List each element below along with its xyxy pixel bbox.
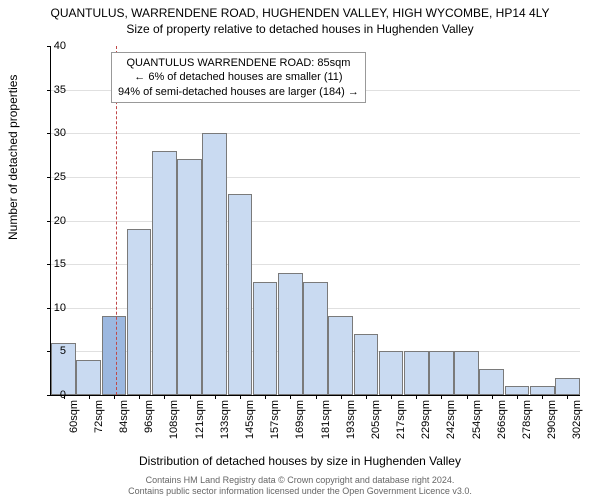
y-tick-label: 35 xyxy=(54,84,66,96)
x-tick-mark xyxy=(114,395,115,399)
y-tick-label: 0 xyxy=(60,389,66,401)
y-axis-label: Number of detached properties xyxy=(6,75,20,240)
y-tick-mark xyxy=(47,133,51,134)
y-tick-label: 30 xyxy=(54,127,66,139)
y-tick-label: 5 xyxy=(60,345,66,357)
x-tick-mark xyxy=(290,395,291,399)
annotation-line-2: ← 6% of detached houses are smaller (11) xyxy=(118,70,359,84)
annotation-line-1: QUANTULUS WARRENDENE ROAD: 85sqm xyxy=(118,56,359,70)
copyright-line-2: Contains public sector information licen… xyxy=(0,486,600,497)
chart-title-sub: Size of property relative to detached ho… xyxy=(0,20,600,36)
x-tick-mark xyxy=(89,395,90,399)
x-tick-label: 242sqm xyxy=(445,400,457,439)
x-tick-mark xyxy=(567,395,568,399)
plot-area: 60sqm72sqm84sqm96sqm108sqm121sqm133sqm14… xyxy=(50,46,580,396)
x-tick-label: 169sqm xyxy=(294,400,306,439)
gridline xyxy=(51,221,580,222)
y-tick-mark xyxy=(47,90,51,91)
x-tick-mark xyxy=(215,395,216,399)
x-tick-label: 193sqm xyxy=(345,400,357,439)
x-tick-label: 205sqm xyxy=(370,400,382,439)
histogram-bar xyxy=(454,351,479,395)
y-tick-mark xyxy=(47,264,51,265)
x-tick-label: 108sqm xyxy=(168,400,180,439)
histogram-bar xyxy=(328,316,353,395)
y-tick-label: 20 xyxy=(54,215,66,227)
histogram-bar xyxy=(202,133,227,395)
x-tick-label: 229sqm xyxy=(420,400,432,439)
gridline xyxy=(51,133,580,134)
x-tick-mark xyxy=(517,395,518,399)
y-tick-mark xyxy=(47,177,51,178)
x-tick-mark xyxy=(341,395,342,399)
annotation-box: QUANTULUS WARRENDENE ROAD: 85sqm ← 6% of… xyxy=(111,52,366,103)
histogram-bar xyxy=(354,334,379,395)
histogram-bar xyxy=(530,386,555,395)
x-tick-label: 145sqm xyxy=(244,400,256,439)
x-tick-label: 266sqm xyxy=(496,400,508,439)
x-tick-mark xyxy=(492,395,493,399)
x-tick-label: 157sqm xyxy=(269,400,281,439)
x-tick-mark xyxy=(265,395,266,399)
x-tick-mark xyxy=(366,395,367,399)
x-tick-label: 133sqm xyxy=(219,400,231,439)
copyright-line-1: Contains HM Land Registry data © Crown c… xyxy=(0,475,600,486)
gridline xyxy=(51,177,580,178)
x-tick-label: 217sqm xyxy=(395,400,407,439)
y-tick-mark xyxy=(47,395,51,396)
x-tick-label: 254sqm xyxy=(471,400,483,439)
y-tick-label: 25 xyxy=(54,171,66,183)
histogram-bar xyxy=(379,351,404,395)
x-tick-label: 278sqm xyxy=(521,400,533,439)
histogram-bar xyxy=(555,378,580,395)
y-tick-label: 15 xyxy=(54,258,66,270)
histogram-bar xyxy=(505,386,530,395)
x-tick-mark xyxy=(391,395,392,399)
histogram-bar xyxy=(127,229,152,395)
x-axis-label: Distribution of detached houses by size … xyxy=(0,454,600,468)
histogram-bar xyxy=(303,282,328,395)
x-tick-label: 121sqm xyxy=(194,400,206,439)
histogram-bar xyxy=(429,351,454,395)
histogram-bar xyxy=(479,369,504,395)
histogram-bar xyxy=(76,360,101,395)
y-tick-label: 40 xyxy=(54,40,66,52)
x-tick-mark xyxy=(240,395,241,399)
y-tick-label: 10 xyxy=(54,302,66,314)
x-tick-mark xyxy=(190,395,191,399)
histogram-bar xyxy=(228,194,253,395)
y-tick-mark xyxy=(47,308,51,309)
x-tick-mark xyxy=(139,395,140,399)
histogram-bar xyxy=(152,151,177,395)
copyright-text: Contains HM Land Registry data © Crown c… xyxy=(0,475,600,497)
y-tick-mark xyxy=(47,46,51,47)
chart-container: QUANTULUS, WARRENDENE ROAD, HUGHENDEN VA… xyxy=(0,0,600,500)
x-tick-mark xyxy=(441,395,442,399)
histogram-bar xyxy=(278,273,303,395)
y-tick-mark xyxy=(47,221,51,222)
histogram-bar xyxy=(102,316,127,395)
x-tick-label: 302sqm xyxy=(571,400,583,439)
x-tick-label: 96sqm xyxy=(143,400,155,433)
x-tick-mark xyxy=(164,395,165,399)
x-tick-mark xyxy=(416,395,417,399)
histogram-bar xyxy=(177,159,202,395)
x-tick-mark xyxy=(467,395,468,399)
chart-title-main: QUANTULUS, WARRENDENE ROAD, HUGHENDEN VA… xyxy=(0,0,600,20)
x-tick-label: 84sqm xyxy=(118,400,130,433)
x-tick-label: 290sqm xyxy=(546,400,558,439)
histogram-bar xyxy=(253,282,278,395)
x-tick-label: 181sqm xyxy=(320,400,332,439)
histogram-bar xyxy=(404,351,429,395)
x-tick-label: 60sqm xyxy=(68,400,80,433)
annotation-line-3: 94% of semi-detached houses are larger (… xyxy=(118,85,359,99)
x-tick-label: 72sqm xyxy=(93,400,105,433)
x-tick-mark xyxy=(542,395,543,399)
x-tick-mark xyxy=(316,395,317,399)
